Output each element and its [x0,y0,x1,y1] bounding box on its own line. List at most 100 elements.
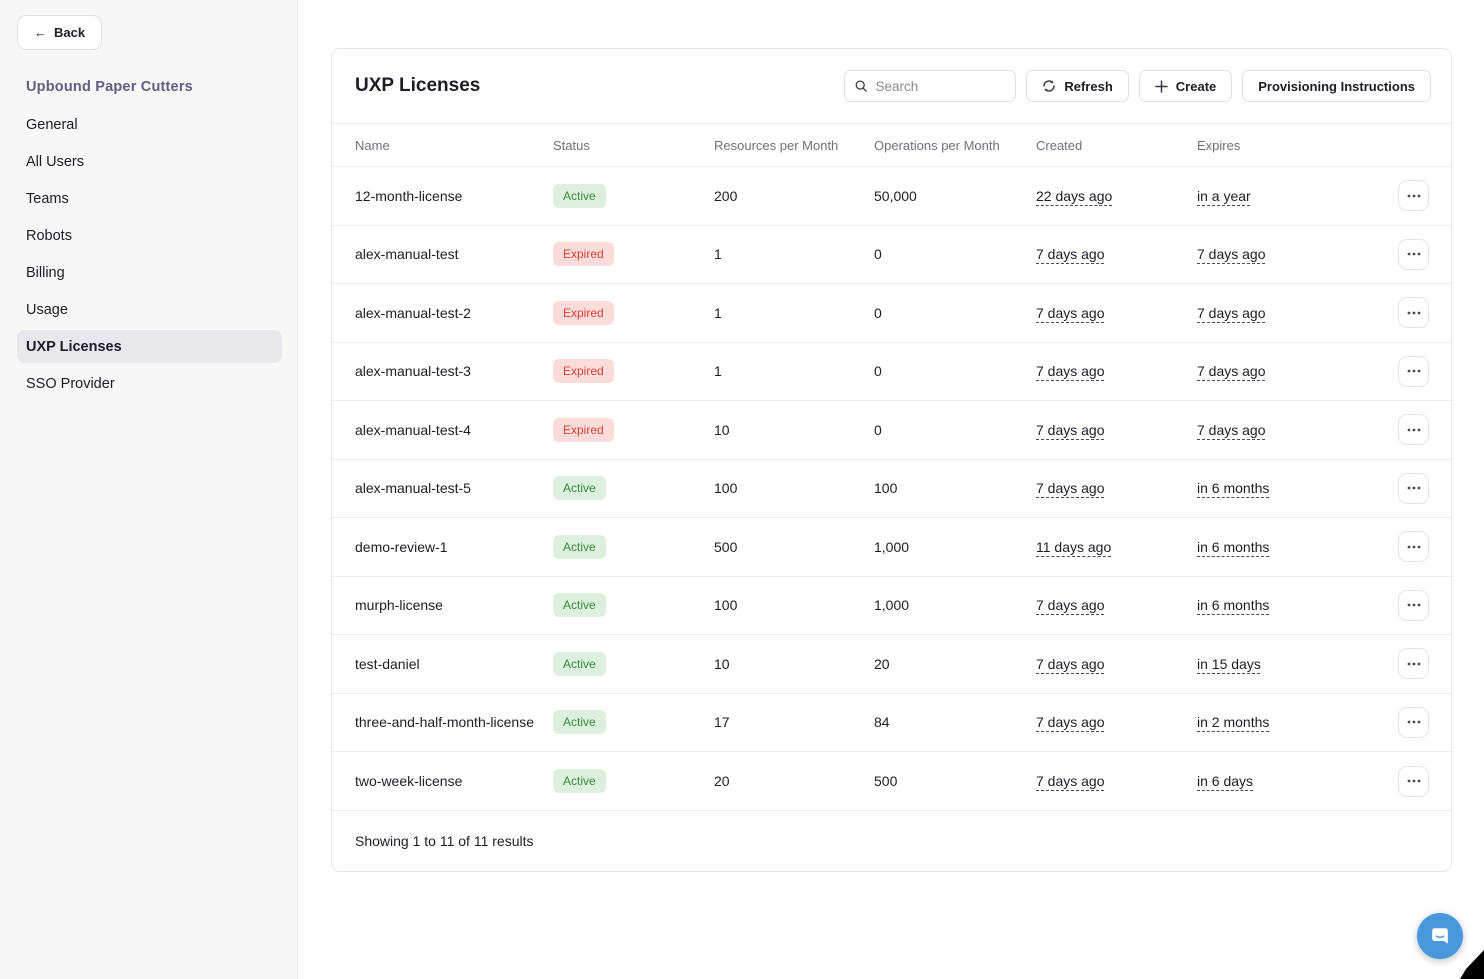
created-value: 7 days ago [1036,421,1105,438]
sidebar-item-uxp-licenses[interactable]: UXP Licenses [17,330,282,363]
chat-launcher-button[interactable] [1417,913,1463,959]
resources-per-month-value: 200 [714,166,874,225]
org-title: Upbound Paper Cutters [26,79,193,95]
resources-per-month-value: 1 [714,224,874,284]
row-actions-button[interactable] [1398,765,1429,797]
resources-per-month-value: 17 [714,692,874,752]
row-actions-button[interactable] [1398,180,1429,212]
ellipsis-icon [1407,545,1420,549]
license-name: alex-manual-test-3 [332,341,553,401]
provisioning-instructions-label: Provisioning Instructions [1258,78,1415,94]
column-header-expires: Expires [1197,123,1355,167]
expires-value: in a year [1197,187,1251,204]
column-header-operations: Operations per Month [874,123,1036,167]
row-actions-button[interactable] [1398,414,1429,446]
refresh-button[interactable]: Refresh [1026,70,1129,102]
resources-per-month-value: 100 [714,458,874,518]
arrow-left-icon: ← [34,25,47,40]
sidebar-item-sso-provider[interactable]: SSO Provider [26,375,115,392]
license-name: test-daniel [332,634,553,693]
create-button[interactable]: Create [1138,70,1233,102]
status-badge: Active [553,710,606,735]
expires-value: 7 days ago [1197,421,1266,438]
expires-value: 7 days ago [1197,246,1266,263]
created-value: 7 days ago [1036,773,1105,789]
back-button-label: Back [54,25,86,40]
plus-icon [1155,79,1168,93]
operations-per-month-value: 0 [874,224,1036,284]
sidebar-item-teams[interactable]: Teams [26,190,69,207]
sidebar-item-general[interactable]: General [26,116,78,133]
row-actions-button[interactable] [1398,472,1429,504]
resources-per-month-value: 500 [714,517,874,576]
operations-per-month-value: 0 [874,341,1036,401]
expires-value: in 6 months [1197,480,1270,497]
page-title: UXP Licenses [355,75,481,96]
status-badge: Active [553,476,606,501]
column-header-name: Name [332,123,553,167]
row-actions-button[interactable] [1398,648,1429,680]
create-button-label: Create [1175,78,1217,94]
row-actions-button[interactable] [1398,238,1429,270]
row-actions-button[interactable] [1398,531,1429,563]
expires-value: 7 days ago [1197,304,1266,321]
row-actions-button[interactable] [1398,355,1429,387]
status-badge: Active [553,769,606,793]
row-actions-button[interactable] [1398,706,1429,738]
resources-per-month-value: 1 [714,341,874,401]
row-actions-button[interactable] [1398,297,1429,329]
license-name: two-week-license [332,751,553,810]
table-row: three-and-half-month-license Active 17 8… [332,692,1451,752]
back-button[interactable]: ← Back [17,15,103,50]
table-header-row: Name Status Resources per Month Operatio… [332,123,1451,167]
ellipsis-icon [1407,662,1420,666]
table-row: test-daniel Active 10 20 7 days ago in 1… [332,634,1451,693]
expires-value: in 15 days [1197,655,1261,672]
license-name: alex-manual-test-4 [332,400,553,459]
expires-value: in 6 months [1197,538,1270,555]
operations-per-month-value: 20 [874,634,1036,693]
column-header-actions [1355,123,1451,167]
sidebar-item-all-users[interactable]: All Users [26,153,85,170]
created-value: 7 days ago [1036,655,1105,672]
row-actions-button[interactable] [1398,589,1429,621]
ellipsis-icon [1407,720,1420,724]
provisioning-instructions-button[interactable]: Provisioning Instructions [1242,70,1431,102]
created-value: 7 days ago [1036,246,1105,263]
refresh-icon [1043,80,1056,92]
uxp-licenses-panel: UXP Licenses Refresh [331,48,1452,872]
table-row: demo-review-1 Active 500 1,000 11 days a… [332,517,1451,576]
license-name: 12-month-license [332,166,553,225]
expires-value: in 2 months [1197,714,1270,731]
sidebar-item-robots[interactable]: Robots [26,227,72,244]
expires-value: in 6 months [1197,597,1270,614]
table-row: two-week-license Active 20 500 7 days ag… [332,751,1451,810]
status-badge: Active [553,534,606,559]
license-name: alex-manual-test-5 [332,458,553,518]
created-value: 7 days ago [1036,363,1105,380]
operations-per-month-value: 1,000 [874,517,1036,576]
search-input[interactable] [844,70,1017,102]
table-row: alex-manual-test-5 Active 100 100 7 days… [332,458,1451,518]
column-header-status: Status [553,123,714,167]
ellipsis-icon [1407,486,1420,490]
created-value: 7 days ago [1036,597,1105,614]
expires-value: 7 days ago [1197,363,1266,380]
resources-per-month-value: 10 [714,634,874,693]
license-name: demo-review-1 [332,517,553,576]
licenses-table: Name Status Resources per Month Operatio… [332,123,1451,810]
column-header-created: Created [1036,123,1197,167]
sidebar: ← Back Upbound Paper Cutters General All… [0,0,298,979]
sidebar-item-usage[interactable]: Usage [26,301,68,318]
table-body: 12-month-license Active 200 50,000 22 da… [332,166,1451,810]
search-field[interactable] [875,78,1006,94]
chat-bubble-icon [1432,928,1448,944]
table-row: alex-manual-test-4 Expired 10 0 7 days a… [332,400,1451,459]
ellipsis-icon [1407,311,1420,315]
status-badge: Expired [553,300,614,325]
operations-per-month-value: 100 [874,458,1036,518]
sidebar-item-billing[interactable]: Billing [26,264,65,281]
expires-value: in 6 days [1197,773,1254,789]
status-badge: Expired [553,242,614,267]
resources-per-month-value: 20 [714,751,874,810]
